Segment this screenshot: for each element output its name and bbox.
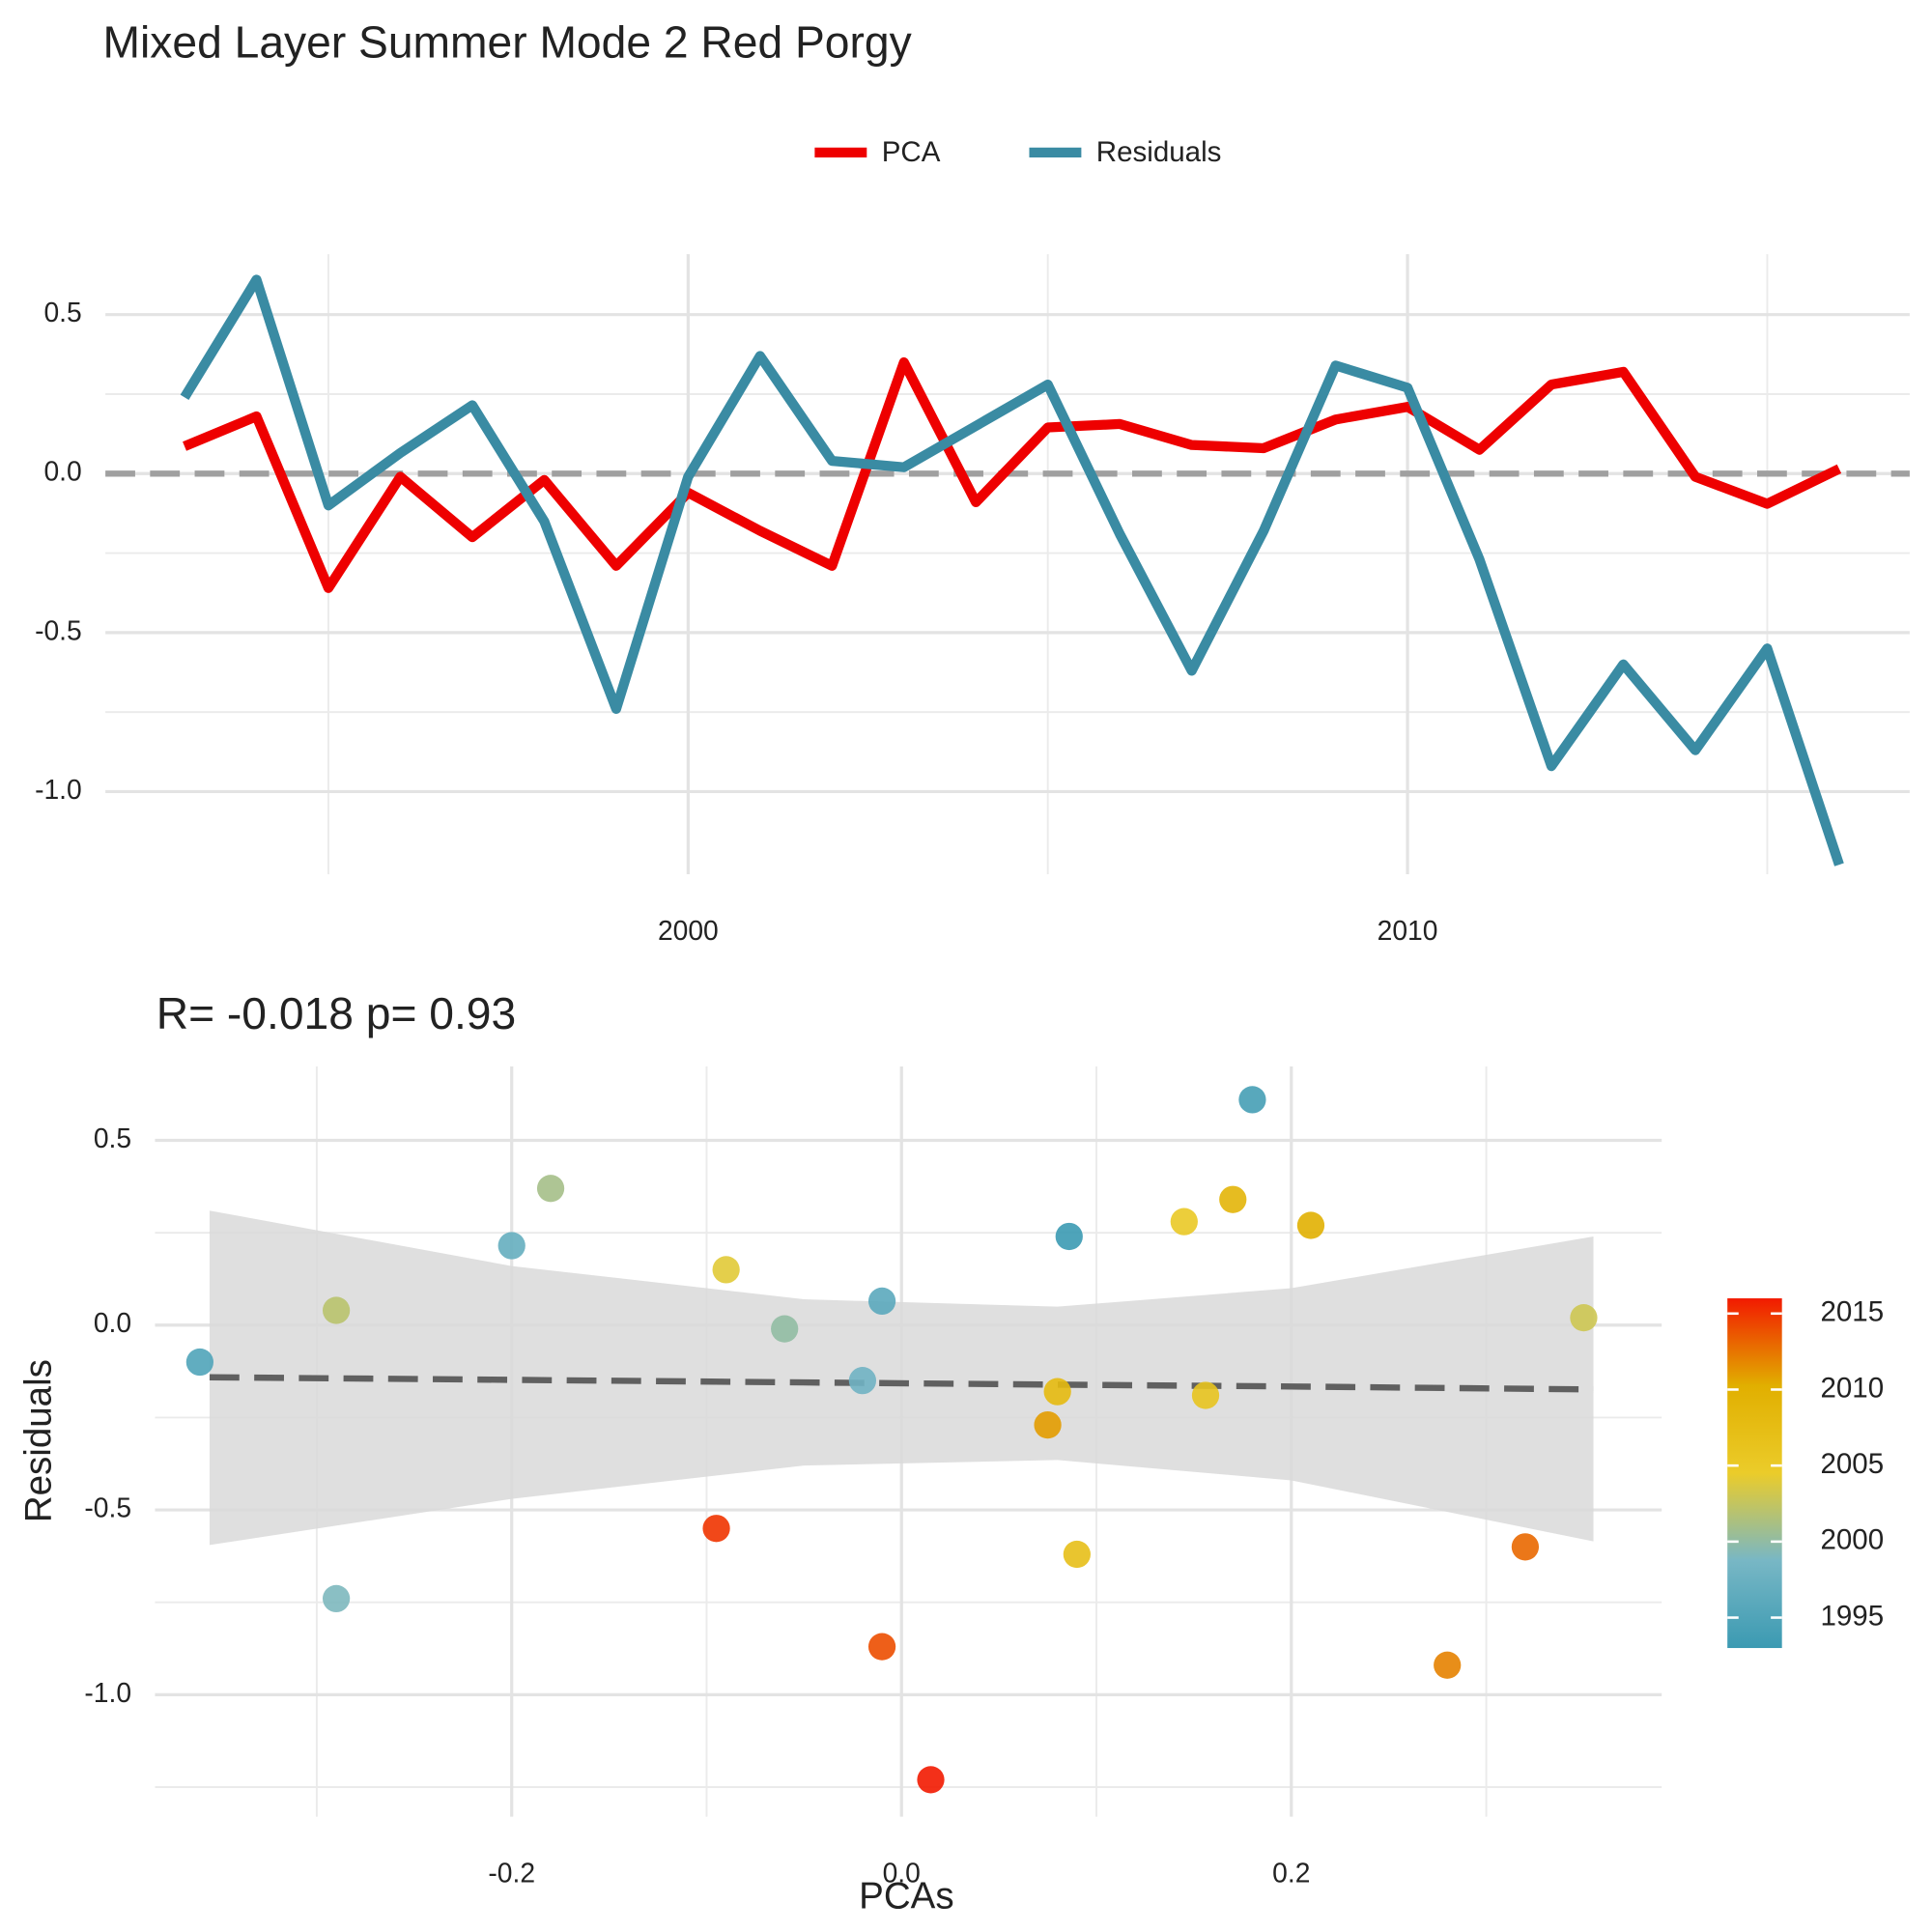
y-axis-label: Residuals xyxy=(18,1359,60,1522)
y-tick-label: -1.0 xyxy=(35,774,82,805)
y-tick-label: -0.5 xyxy=(35,614,82,645)
scatter-point xyxy=(1570,1304,1598,1332)
scatter-point xyxy=(322,1296,351,1324)
subtitle: R= -0.018 p= 0.93 xyxy=(156,988,516,1038)
scatter-point xyxy=(771,1315,799,1343)
scatter-point xyxy=(497,1232,526,1260)
scatter-point xyxy=(712,1256,740,1284)
scatter-point xyxy=(1219,1185,1247,1213)
scatter-point xyxy=(867,1287,896,1316)
colorbar-label: 2000 xyxy=(1820,1524,1884,1556)
scatter-point xyxy=(536,1175,565,1203)
colorbar-label: 2005 xyxy=(1820,1448,1884,1480)
scatter-point xyxy=(848,1367,877,1395)
scatter-point xyxy=(1238,1086,1266,1114)
x-axis-label: PCAs xyxy=(859,1876,953,1918)
scatter-point xyxy=(1434,1651,1462,1679)
figure: Mixed Layer Summer Mode 2 Red Porgy 2000… xyxy=(18,17,1910,1918)
x-tick-label: 2000 xyxy=(658,915,719,946)
series-line xyxy=(183,356,1842,593)
scatter-point xyxy=(1063,1540,1091,1569)
scatter-point xyxy=(1170,1208,1198,1236)
y-tick-label: 0.5 xyxy=(43,297,81,327)
x-tick-label: 0.0 xyxy=(883,1857,921,1888)
legend-label: Residuals xyxy=(1096,136,1222,168)
colorbar-label: 2010 xyxy=(1820,1372,1884,1404)
y-tick-label: -0.5 xyxy=(84,1492,131,1523)
fit-line xyxy=(209,1374,1594,1393)
scatter-point xyxy=(1043,1378,1071,1406)
scatter-point xyxy=(1055,1222,1083,1251)
series-line xyxy=(180,274,1844,867)
scatter-point xyxy=(322,1584,351,1613)
y-tick-label: -1.0 xyxy=(84,1677,131,1708)
y-tick-label: 0.0 xyxy=(94,1307,131,1338)
x-tick-label: 0.2 xyxy=(1272,1857,1310,1888)
colorbar xyxy=(1727,1298,1782,1649)
legend-label: PCA xyxy=(882,136,941,168)
x-tick-label: 2010 xyxy=(1378,915,1438,946)
colorbar-label: 2015 xyxy=(1820,1296,1884,1328)
scatter-point xyxy=(702,1515,730,1543)
scatter-point xyxy=(1511,1533,1540,1561)
colorbar-label: 1995 xyxy=(1820,1600,1884,1632)
scatter-point xyxy=(1191,1381,1220,1409)
x-tick-label: -0.2 xyxy=(488,1857,535,1888)
y-tick-label: 0.5 xyxy=(94,1122,131,1153)
y-tick-label: 0.0 xyxy=(43,456,81,487)
confidence-band xyxy=(209,1210,1594,1546)
scatter-point xyxy=(1034,1410,1062,1439)
scatter-point xyxy=(917,1766,945,1794)
scatter-point xyxy=(867,1633,896,1661)
title: Mixed Layer Summer Mode 2 Red Porgy xyxy=(103,17,913,68)
scatter-point xyxy=(1296,1211,1325,1239)
scatter-point xyxy=(185,1348,213,1377)
